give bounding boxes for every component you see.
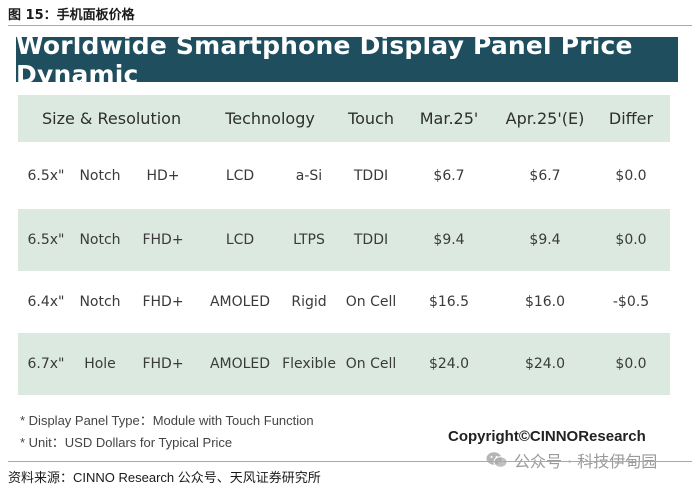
cell-technology: LCD (225, 232, 255, 248)
header-apr25: Apr.25'(E) (505, 109, 585, 128)
cell-substrate: Flexible (282, 356, 336, 372)
table-header-row: Size & Resolution Technology Touch Mar.2… (18, 95, 670, 142)
cell-mar25: $9.4 (433, 232, 465, 248)
cell-substrate: a-Si (295, 167, 323, 184)
source-note: 资料来源：CINNO Research 公众号、天风证券研究所 (8, 470, 321, 485)
cell-differ: $0.0 (615, 167, 647, 184)
cell-technology: AMOLED (209, 294, 271, 310)
cell-touch: On Cell (345, 356, 397, 372)
cell-apr25: $9.4 (529, 232, 561, 248)
figure-caption: 图 15：手机面板价格 (8, 8, 135, 23)
table-row: 6.5x" Notch HD+ LCD a-Si TDDI $6.7 $6.7 … (18, 142, 670, 209)
cell-size: 6.7x" (27, 356, 65, 372)
cell-touch: TDDI (353, 167, 389, 184)
cell-touch: On Cell (345, 294, 397, 310)
table-banner-title: Worldwide Smartphone Display Panel Price… (16, 31, 678, 89)
header-mar25: Mar.25' (419, 109, 479, 128)
table-row: 6.4x" Notch FHD+ AMOLED Rigid On Cell $1… (18, 271, 670, 333)
cell-form: Notch (79, 294, 121, 310)
cell-mar25: $24.0 (428, 356, 470, 372)
cell-differ: $0.0 (615, 356, 647, 372)
bottom-divider (8, 461, 692, 462)
cell-form: Notch (79, 167, 121, 184)
wechat-icon (486, 452, 508, 468)
cell-substrate: Rigid (291, 294, 327, 310)
cell-resolution: FHD+ (142, 356, 184, 372)
cell-substrate: LTPS (293, 232, 325, 248)
cell-resolution: FHD+ (142, 232, 184, 248)
cell-differ: $0.0 (615, 232, 647, 248)
header-differ: Differ (608, 109, 654, 128)
cell-technology: AMOLED (209, 356, 271, 372)
cell-apr25: $6.7 (529, 167, 561, 184)
cell-technology: LCD (225, 167, 255, 184)
table-row: 6.5x" Notch FHD+ LCD LTPS TDDI $9.4 $9.4… (18, 209, 670, 271)
cell-resolution: FHD+ (142, 294, 184, 310)
cell-apr25: $16.0 (524, 294, 566, 310)
table-row: 6.7x" Hole FHD+ AMOLED Flexible On Cell … (18, 333, 670, 395)
price-table: Size & Resolution Technology Touch Mar.2… (18, 95, 670, 395)
top-divider (8, 25, 692, 26)
cell-size: 6.5x" (27, 232, 65, 248)
cell-mar25: $6.7 (433, 167, 465, 184)
cell-size: 6.5x" (27, 167, 65, 184)
copyright-notice: Copyright©CINNOResearch (448, 428, 646, 445)
cell-apr25: $24.0 (524, 356, 566, 372)
footnote-panel-type: * Display Panel Type：Module with Touch F… (20, 413, 314, 428)
cell-differ: -$0.5 (612, 294, 650, 310)
header-size-resolution: Size & Resolution (42, 109, 182, 128)
cell-form: Hole (84, 356, 116, 372)
cell-size: 6.4x" (27, 294, 65, 310)
watermark-text: 公众号 · 科技伊甸园 (514, 452, 658, 471)
header-touch: Touch (348, 109, 394, 128)
cell-touch: TDDI (353, 232, 389, 248)
cell-resolution: HD+ (146, 167, 180, 184)
cell-form: Notch (79, 232, 121, 248)
header-technology: Technology (225, 109, 315, 128)
footnote-unit: * Unit：USD Dollars for Typical Price (20, 435, 233, 450)
cell-mar25: $16.5 (428, 294, 470, 310)
watermark: 公众号 · 科技伊甸园 (486, 448, 657, 472)
